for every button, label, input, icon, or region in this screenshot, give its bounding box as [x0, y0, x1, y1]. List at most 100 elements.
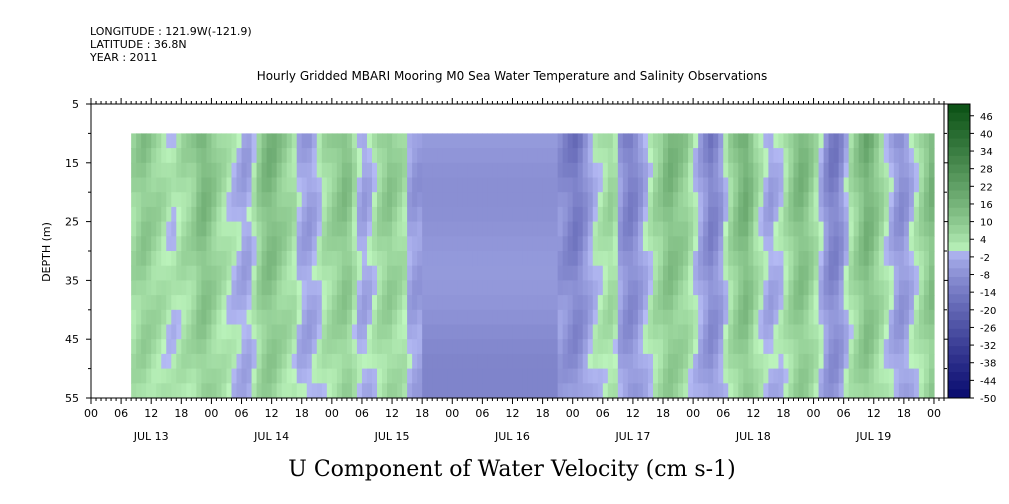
heatmap-cell [467, 177, 473, 193]
heatmap-cell [346, 206, 353, 223]
heatmap-cell [507, 162, 514, 179]
heatmap-cell [713, 324, 719, 340]
heatmap-cell [537, 133, 544, 149]
heatmap-cell [602, 265, 609, 281]
colorbar-label: -50 [980, 394, 996, 405]
heatmap-cell [848, 339, 855, 355]
heatmap-cell [301, 192, 308, 208]
heatmap-cell [211, 295, 218, 311]
heatmap-cell [266, 206, 273, 223]
heatmap-cell [412, 148, 418, 164]
heatmap-cell [713, 339, 719, 355]
heatmap-cell [698, 324, 704, 340]
heatmap-cell [663, 280, 669, 296]
heatmap-cell [768, 383, 774, 399]
heatmap-cell [281, 309, 288, 326]
heatmap-cell [873, 309, 880, 326]
heatmap-cell [562, 192, 569, 208]
heatmap-cell [537, 221, 544, 237]
heatmap-cell [878, 280, 885, 296]
heatmap-cell [778, 236, 785, 252]
heatmap-cell [346, 133, 353, 149]
heatmap-cell [156, 236, 162, 252]
heatmap-cell [166, 133, 172, 149]
heatmap-cell [131, 177, 137, 193]
heatmap-cell [281, 265, 288, 281]
heatmap-cell [803, 221, 810, 237]
heatmap-cell [286, 162, 293, 179]
heatmap-cell [301, 148, 308, 164]
heatmap-cell [186, 192, 192, 208]
heatmap-cell [773, 206, 780, 223]
heatmap-cell [231, 251, 238, 267]
heatmap-cell [316, 383, 323, 399]
heatmap-cell [918, 265, 925, 281]
heatmap-cell [341, 368, 348, 384]
heatmap-cell [923, 265, 930, 281]
heatmap-cell [256, 383, 263, 399]
heatmap-cell [818, 265, 825, 281]
heatmap-cell [828, 192, 835, 208]
heatmap-cell [542, 280, 549, 296]
heatmap-cell [763, 148, 769, 164]
heatmap-cell [522, 221, 529, 237]
heatmap-cell [452, 148, 458, 164]
heatmap-cell [321, 265, 328, 281]
heatmap-cell [251, 339, 258, 355]
heatmap-cell [326, 339, 333, 355]
heatmap-cell [412, 309, 418, 326]
heatmap-cell [356, 251, 363, 267]
heatmap-cell [306, 324, 313, 340]
x-day-label: JUL 16 [494, 430, 530, 443]
heatmap-cell [437, 206, 443, 223]
heatmap-cell [271, 324, 278, 340]
heatmap-cell [181, 162, 187, 179]
heatmap-cell [472, 133, 478, 149]
heatmap-cell [236, 206, 243, 223]
heatmap-cell [823, 236, 830, 252]
heatmap-cell [903, 206, 910, 223]
heatmap-cell [597, 148, 604, 164]
heatmap-cell [141, 148, 147, 164]
heatmap-cell [201, 221, 208, 237]
heatmap-cell [171, 324, 177, 340]
heatmap-cell [683, 280, 689, 296]
heatmap-cell [763, 324, 769, 340]
x-hour-label: 18 [174, 407, 188, 420]
heatmap-cell [261, 265, 268, 281]
heatmap-cell [392, 339, 398, 355]
heatmap-cell [527, 162, 534, 179]
heatmap-cell [151, 221, 157, 237]
heatmap-cell [788, 192, 795, 208]
x-hour-label: 12 [385, 407, 399, 420]
heatmap-cell [637, 368, 644, 384]
heatmap-cell [728, 309, 734, 326]
heatmap-cell [276, 206, 283, 223]
heatmap-cell [176, 295, 182, 311]
heatmap-cell [462, 133, 468, 149]
heatmap-cell [627, 339, 634, 355]
heatmap-cell [462, 148, 468, 164]
heatmap-cell [136, 236, 142, 252]
heatmap-cell [211, 383, 218, 399]
heatmap-cell [457, 324, 463, 340]
heatmap-cell [718, 353, 724, 370]
heatmap-cell [472, 324, 478, 340]
heatmap-cell [482, 280, 488, 296]
heatmap-cell [181, 265, 187, 281]
heatmap-cell [898, 177, 905, 193]
heatmap-cell [562, 221, 569, 237]
heatmap-cell [351, 251, 358, 267]
heatmap-cell [271, 206, 278, 223]
heatmap-cell [276, 324, 283, 340]
heatmap-cell [241, 251, 248, 267]
heatmap-cell [557, 368, 564, 384]
heatmap-cell [888, 383, 895, 399]
heatmap-cell [266, 265, 273, 281]
heatmap-cell [296, 383, 303, 399]
heatmap-cell [808, 162, 815, 179]
heatmap-cell [201, 206, 208, 223]
heatmap-cell [286, 177, 293, 193]
heatmap-cell [206, 148, 213, 164]
